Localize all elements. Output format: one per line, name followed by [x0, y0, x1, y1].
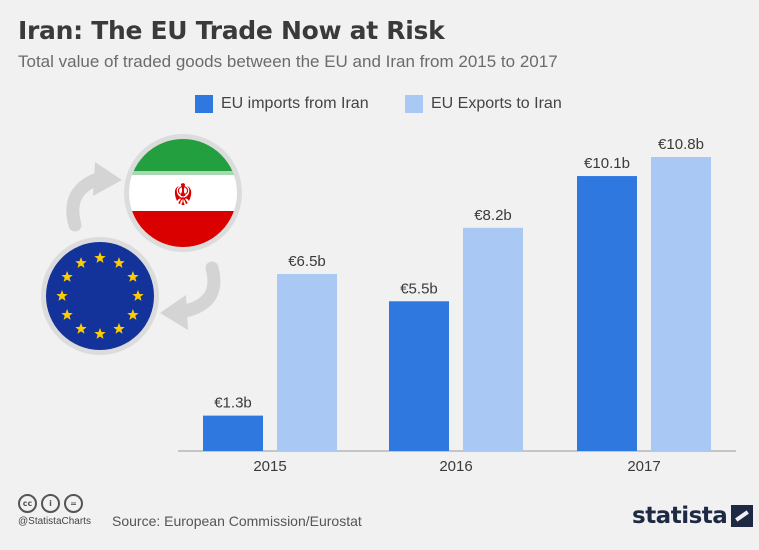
arrow-head-bottom — [160, 295, 188, 330]
iran-flag-icon: ☬ — [124, 134, 242, 252]
source-note: Source: European Commission/Eurostat — [112, 513, 362, 529]
legend-label-exports: EU Exports to Iran — [431, 95, 562, 112]
legend-swatch-imports — [195, 95, 213, 113]
eu-star — [127, 309, 139, 320]
x-tick-label-2016: 2016 — [439, 458, 472, 475]
eu-star — [61, 271, 73, 282]
social-handle: @StatistaCharts — [18, 516, 91, 527]
eu-star — [113, 322, 125, 334]
eu-star — [127, 271, 139, 282]
eu-star — [94, 252, 106, 263]
x-tick-label-2017: 2017 — [627, 458, 660, 475]
no-derivatives-icon: = — [64, 494, 83, 513]
eu-star — [113, 257, 125, 268]
data-label-exports-2016: €8.2b — [474, 207, 512, 224]
statista-logo: statista — [632, 503, 754, 529]
data-label-exports-2015: €6.5b — [288, 253, 326, 270]
statista-mark-icon — [731, 505, 754, 527]
legend-swatch-exports — [405, 95, 423, 113]
eu-star — [132, 290, 144, 301]
legend-label-imports: EU imports from Iran — [221, 95, 369, 112]
legend-item-exports: EU Exports to Iran — [405, 95, 562, 113]
attribution-icon: i — [41, 494, 60, 513]
eu-star — [61, 309, 73, 320]
bar-imports-2015 — [203, 415, 263, 451]
data-label-imports-2016: €5.5b — [400, 280, 438, 297]
data-label-imports-2017: €10.1b — [584, 155, 630, 172]
bar-imports-2016 — [389, 301, 449, 451]
arrow-head-top — [93, 162, 122, 196]
eu-star — [75, 257, 87, 268]
brand-name: statista — [632, 503, 728, 529]
license-badges: cc i = — [18, 494, 83, 513]
eu-star — [75, 322, 87, 334]
bar-exports-2016 — [463, 227, 523, 451]
data-label-exports-2017: €10.8b — [658, 136, 704, 153]
svg-text:☬: ☬ — [172, 178, 193, 213]
legend-item-imports: EU imports from Iran — [195, 95, 369, 113]
bar-exports-2017 — [651, 157, 711, 451]
data-label-imports-2015: €1.3b — [214, 395, 252, 412]
bar-imports-2017 — [577, 176, 637, 452]
eu-flag-icon — [41, 237, 159, 355]
bar-exports-2015 — [277, 274, 337, 451]
chart-subtitle: Total value of traded goods between the … — [18, 52, 558, 71]
x-tick-label-2015: 2015 — [253, 458, 286, 475]
eu-star — [94, 328, 106, 339]
chart-title: Iran: The EU Trade Now at Risk — [18, 16, 445, 45]
eu-star — [56, 290, 68, 301]
cc-icon: cc — [18, 494, 37, 513]
